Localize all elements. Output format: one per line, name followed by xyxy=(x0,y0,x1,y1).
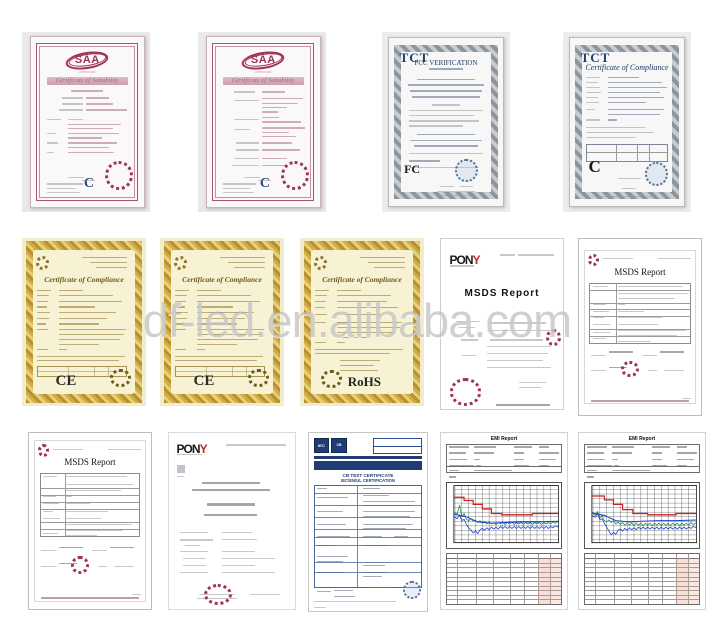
msds-details-table xyxy=(589,282,691,344)
ntt-seal-icon xyxy=(248,368,269,387)
tct-c-mark: C xyxy=(588,157,601,177)
saa-round-seal-icon xyxy=(105,161,133,191)
iec-logo-icon: IEC xyxy=(313,438,330,453)
report-pony-msds[interactable]: PONY MSDS Report xyxy=(440,238,564,410)
pony-red-seal-edge-icon xyxy=(545,329,561,347)
cb-subtitle: IEC/EN/UL CERTIFICATION xyxy=(341,478,395,484)
report-emi-1[interactable]: EMI Report xyxy=(440,432,568,610)
certificate-tct-fcc-verification[interactable]: TCT FCC VERIFICATION FC xyxy=(382,32,510,212)
ntt-logo-icon xyxy=(314,255,328,270)
certificate-saa-suitability-1[interactable]: SAA APPROVED Certificate of Suitability xyxy=(22,32,150,212)
certificate-ce-compliance-1[interactable]: Certificate of Compliance xyxy=(22,238,146,406)
tct-logo-text: TCT xyxy=(580,50,611,66)
pony-logo: PONY xyxy=(449,252,481,267)
pony-red-seal-icon xyxy=(449,378,482,406)
ntt-seal-icon xyxy=(321,370,342,389)
ce-mark-icon: CE xyxy=(193,372,215,389)
msds-report-title: MSDS Report xyxy=(64,457,116,468)
ntt-logo-icon xyxy=(36,255,50,270)
gold-certificate-title: Certificate of Compliance xyxy=(44,275,124,285)
emi-report-title: EMI Report xyxy=(490,435,518,442)
saa-round-seal-icon xyxy=(281,161,309,191)
emi-spectrum-chart xyxy=(446,482,562,550)
pony-subheading-cn xyxy=(201,482,260,484)
saa-logo-icon: SAA xyxy=(240,48,286,73)
pony-logo: PONY xyxy=(176,441,208,456)
pony-heading-en xyxy=(204,513,258,517)
saa-logo-subtitle: APPROVED xyxy=(78,69,96,74)
tct-product-table xyxy=(586,143,668,163)
emi-spectrum-chart xyxy=(584,482,700,550)
cb-blue-seal-icon xyxy=(403,580,422,599)
saa-logo-text: SAA xyxy=(74,54,100,67)
emi-header-table xyxy=(446,443,562,474)
ntt-logo-icon xyxy=(174,255,188,270)
certificate-pony-non-restricted-goods[interactable]: PONY xyxy=(168,432,296,610)
ntt-logo-icon xyxy=(38,444,50,457)
ce-mark-icon: CE xyxy=(55,372,77,389)
emi-results-table xyxy=(584,552,700,606)
iecee-logo-icon: CB xyxy=(331,438,347,453)
tct-title: Certificate of Compliance xyxy=(585,63,669,73)
saa-c-tick-mark: C xyxy=(259,176,270,192)
tct-blue-seal-icon xyxy=(455,158,478,183)
emi-chart-svg xyxy=(585,483,699,549)
emi-header-table xyxy=(584,443,700,474)
msds-report-title: MSDS Report xyxy=(464,288,540,300)
ntt-seal-icon xyxy=(621,360,639,378)
report-msds-white-2[interactable]: MSDS Report xyxy=(28,432,152,610)
ntt-seal-icon xyxy=(71,556,89,574)
certificate-cb-test[interactable]: IEC CB CB TEST CERTIFICATE IEC/EN/UL CER… xyxy=(308,432,428,612)
cb-page-footer xyxy=(313,607,326,609)
report-emi-2[interactable]: EMI Report xyxy=(578,432,706,610)
msds-report-title: MSDS Report xyxy=(614,267,666,278)
msds-details-table xyxy=(40,473,140,537)
certificate-ce-compliance-2[interactable]: Certificate of Compliance xyxy=(160,238,284,406)
rohs-mark-icon: RoHS xyxy=(347,373,381,389)
ntt-logo-icon xyxy=(588,253,600,266)
cb-title: CB TEST CERTIFICATE xyxy=(342,473,394,479)
tct-blue-seal-icon xyxy=(645,162,668,186)
emi-report-title: EMI Report xyxy=(628,435,656,442)
saa-logo-icon: SAA xyxy=(64,48,110,73)
pony-red-seal-icon xyxy=(204,584,232,606)
emi-chart-svg xyxy=(447,483,561,549)
tct-title: FCC VERIFICATION xyxy=(414,59,478,68)
tct-logo-text: TCT xyxy=(399,50,430,66)
saa-c-tick-mark: C xyxy=(83,176,94,192)
saa-title: Certificate of Suitability xyxy=(231,76,295,84)
gold-certificate-title: Certificate of Compliance xyxy=(182,275,262,285)
emi-results-table xyxy=(446,552,562,606)
pony-heading-cn xyxy=(206,503,255,507)
pony-subheading-en xyxy=(191,489,270,491)
saa-title: Certificate of Suitability xyxy=(55,76,119,84)
saa-logo-subtitle: APPROVED xyxy=(254,69,272,74)
report-msds-white-1[interactable]: MSDS Report xyxy=(578,238,702,416)
certificate-saa-suitability-2[interactable]: SAA APPROVED Certificate of Suitability xyxy=(198,32,326,212)
ntt-seal-icon xyxy=(110,368,131,387)
gold-certificate-title: Certificate of Compliance xyxy=(322,275,402,285)
fcc-mark-icon: FC xyxy=(404,162,421,177)
certificate-rohs-compliance[interactable]: Certificate of Compliance RoHS xyxy=(300,238,424,406)
saa-logo-text: SAA xyxy=(250,54,276,67)
certificate-tct-compliance[interactable]: TCT Certificate of Compliance xyxy=(563,32,691,212)
cb-header-box xyxy=(372,438,423,455)
